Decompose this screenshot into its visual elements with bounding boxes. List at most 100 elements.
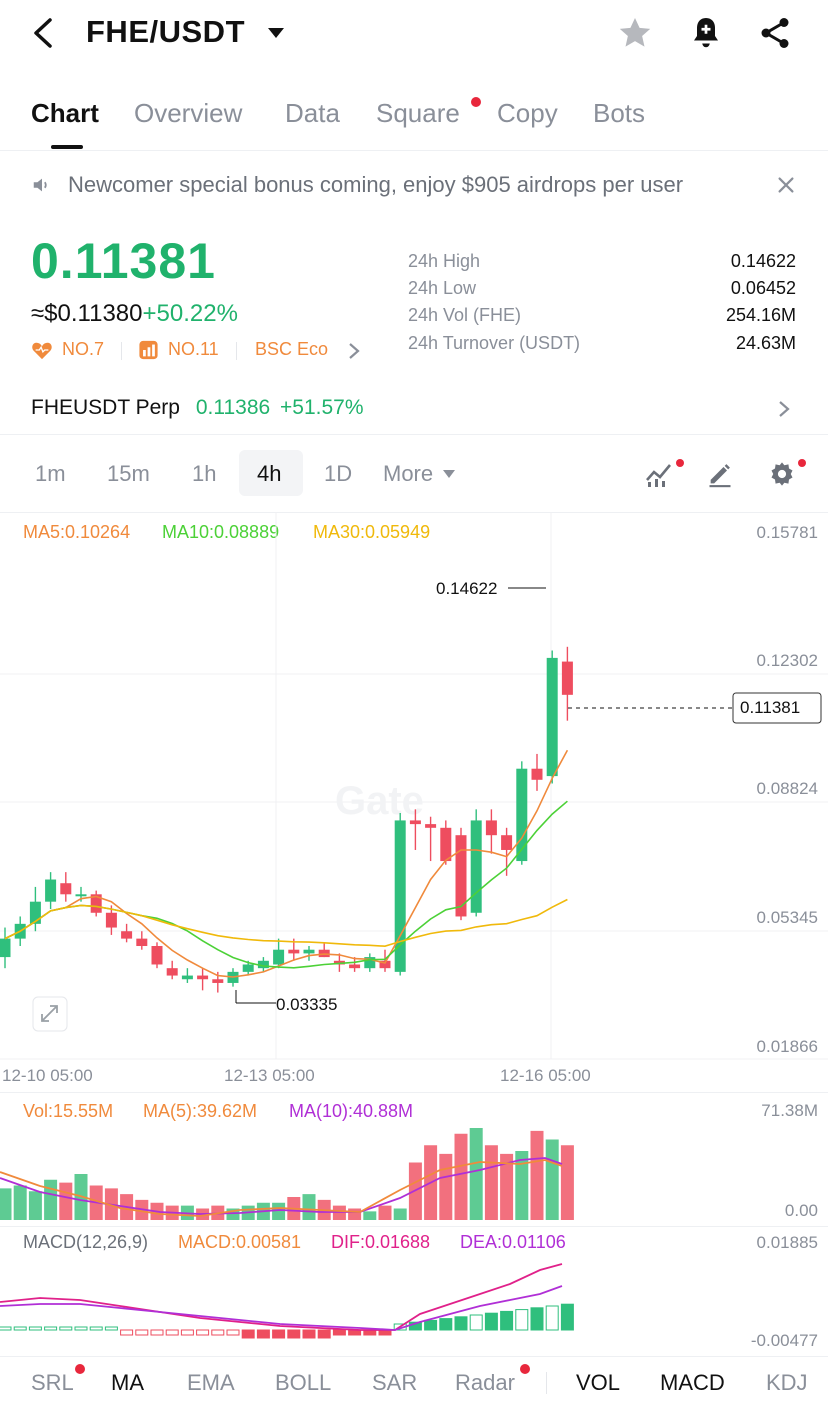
- back-arrow-icon[interactable]: [28, 16, 58, 50]
- vol-axis-label: 0.00: [784, 1201, 818, 1220]
- notification-dot: [471, 97, 481, 107]
- volume-bar: [378, 1205, 392, 1220]
- active-timeframe-bg: [239, 450, 303, 496]
- indicator-tab-srl[interactable]: SRL: [31, 1370, 74, 1395]
- current-price-label: 0.11381: [740, 698, 801, 717]
- timeframe-1m[interactable]: 1m: [35, 461, 66, 486]
- candle-body: [485, 820, 497, 836]
- volume-bar: [545, 1139, 559, 1220]
- chevron-right-icon[interactable]: [346, 341, 362, 361]
- dea-value: DEA:0.01106: [460, 1232, 566, 1252]
- volume-chart[interactable]: [0, 1120, 600, 1222]
- volume-bar: [302, 1194, 316, 1220]
- macd-bar: [211, 1329, 225, 1336]
- candle-body: [29, 901, 41, 924]
- rank-badge-1[interactable]: NO.7: [62, 339, 105, 359]
- tab-overview[interactable]: Overview: [134, 98, 243, 128]
- chevron-down-icon[interactable]: [266, 26, 286, 40]
- indicator-icon[interactable]: [644, 460, 674, 488]
- divider: [0, 1092, 828, 1093]
- divider: [0, 150, 828, 151]
- macd-bar: [272, 1329, 286, 1339]
- timeframe-15m[interactable]: 15m: [107, 461, 150, 486]
- promo-banner-text[interactable]: Newcomer special bonus coming, enjoy $90…: [68, 172, 684, 197]
- indicator-tab-sar[interactable]: SAR: [372, 1370, 418, 1395]
- volume-bar: [272, 1202, 286, 1220]
- indicator-tab-ema[interactable]: EMA: [187, 1370, 235, 1395]
- high-marker-label: 0.14622: [436, 579, 498, 598]
- heart-rank-icon: [32, 342, 52, 360]
- star-icon[interactable]: [616, 14, 654, 52]
- time-axis-label: 12-13 05:00: [224, 1066, 315, 1085]
- tab-chart[interactable]: Chart: [31, 98, 99, 128]
- macd-bar: [439, 1318, 453, 1331]
- stat-value: 0.06452: [730, 278, 796, 298]
- volume-bar: [469, 1128, 483, 1220]
- notification-dot: [676, 459, 684, 467]
- ma5-legend: MA5:0.10264: [23, 522, 131, 542]
- tab-copy[interactable]: Copy: [497, 98, 558, 128]
- volume-bar: [28, 1191, 42, 1220]
- vol-legend: Vol:15.55M: [23, 1101, 114, 1121]
- usd-price: ≈$0.11380+50.22%: [31, 300, 238, 328]
- indicator-tab-radar[interactable]: Radar: [455, 1370, 515, 1395]
- pair-title[interactable]: FHE/USDT: [86, 14, 245, 49]
- candle-body: [197, 975, 209, 980]
- volume-bar: [454, 1133, 468, 1220]
- ma30-legend: MA30:0.05949: [313, 522, 431, 542]
- macd-bar: [165, 1329, 179, 1336]
- volume-bar: [226, 1208, 240, 1220]
- candle-body: [455, 835, 467, 917]
- stat-value: 254.16M: [725, 305, 796, 325]
- timeframe-1d[interactable]: 1D: [324, 461, 353, 486]
- timeframe-1h[interactable]: 1h: [192, 461, 217, 486]
- perp-price: 0.11386: [195, 396, 271, 419]
- macd-bar: [104, 1326, 118, 1331]
- notification-dot: [75, 1364, 85, 1374]
- ma10-line: [4, 800, 568, 969]
- caret-down-icon: [443, 470, 455, 478]
- candle-body: [364, 957, 376, 969]
- timeframe-more[interactable]: More: [383, 461, 434, 486]
- macd-bar: [317, 1329, 331, 1339]
- volume-bar: [13, 1185, 27, 1220]
- candle-body: [546, 657, 558, 777]
- speaker-icon: [33, 178, 47, 192]
- macd-bar: [13, 1326, 27, 1331]
- indicator-tab-kdj[interactable]: KDJ: [766, 1370, 808, 1395]
- volume-bar: [484, 1145, 498, 1220]
- macd-bar: [0, 1326, 12, 1331]
- volume-bar: [439, 1153, 453, 1220]
- bell-add-icon[interactable]: [688, 14, 724, 52]
- gear-icon[interactable]: [768, 460, 796, 488]
- pencil-icon[interactable]: [706, 460, 734, 488]
- indicator-tab-boll[interactable]: BOLL: [275, 1370, 332, 1395]
- indicator-tab-macd[interactable]: MACD: [660, 1370, 725, 1395]
- close-icon[interactable]: [775, 174, 797, 196]
- price-axis-label: 0.05345: [756, 908, 818, 927]
- vol-axis-label: 71.38M: [761, 1101, 818, 1120]
- stat-value: 24.63M: [735, 333, 796, 353]
- indicator-tab-vol[interactable]: VOL: [576, 1370, 621, 1395]
- macd-bar: [424, 1319, 438, 1331]
- rank-badge-2[interactable]: NO.11: [168, 339, 219, 359]
- timeframe-4h[interactable]: 4h: [257, 461, 282, 486]
- macd-chart[interactable]: [0, 1250, 600, 1350]
- tab-square[interactable]: Square: [376, 98, 460, 128]
- chevron-right-icon[interactable]: [776, 398, 792, 420]
- indicator-tab-ma[interactable]: MA: [111, 1370, 144, 1395]
- volume-bar: [393, 1208, 407, 1220]
- ma30-line: [4, 898, 568, 948]
- share-icon[interactable]: [757, 14, 793, 52]
- macd-bar: [545, 1305, 559, 1331]
- stat-label: 24h Turnover (USDT): [408, 333, 581, 353]
- candle-body: [349, 964, 361, 969]
- candle-body: [166, 968, 178, 976]
- candlestick-chart[interactable]: Gate: [0, 512, 828, 1092]
- macd-bar: [469, 1314, 483, 1331]
- active-tab-indicator: [51, 145, 83, 149]
- tab-data[interactable]: Data: [285, 98, 340, 128]
- eco-badge[interactable]: BSC Eco: [255, 339, 329, 359]
- tab-bots[interactable]: Bots: [593, 98, 646, 128]
- perp-row[interactable]: FHEUSDT Perp 0.11386 +51.57%: [31, 396, 364, 420]
